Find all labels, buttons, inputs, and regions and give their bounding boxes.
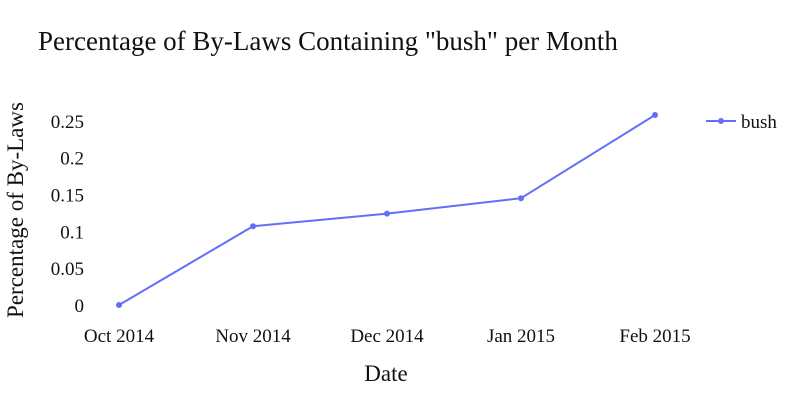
x-tick-label: Jan 2015 (487, 326, 555, 347)
data-point[interactable] (250, 223, 256, 230)
y-tick-label: 0 (75, 296, 85, 317)
series-line-bush (118, 114, 656, 306)
y-tick-label: 0.15 (51, 186, 84, 207)
legend[interactable]: bush (706, 112, 777, 133)
y-tick-label: 0.25 (51, 112, 84, 133)
plot-area (116, 112, 658, 308)
x-tick-label: Dec 2014 (350, 326, 424, 347)
data-point[interactable] (384, 210, 390, 217)
x-axis-title: Date (364, 361, 407, 386)
data-point[interactable] (116, 302, 122, 308)
y-tick-label: 0.05 (51, 259, 84, 280)
y-tick-label: 0.2 (60, 149, 84, 170)
data-point[interactable] (652, 112, 658, 118)
chart-title: Percentage of By-Laws Containing "bush" … (38, 26, 618, 56)
legend-label: bush (741, 112, 777, 133)
y-axis-ticks: 0 0.05 0.1 0.15 0.2 0.25 (51, 112, 84, 317)
x-axis-ticks: Oct 2014 Nov 2014 Dec 2014 Jan 2015 Feb 2015 (84, 326, 691, 347)
data-point[interactable] (518, 195, 524, 202)
legend-point-marker (718, 118, 724, 124)
y-axis-title: Percentage of By-Laws (3, 102, 28, 318)
x-tick-label: Nov 2014 (215, 326, 291, 347)
y-tick-label: 0.1 (60, 222, 84, 243)
x-tick-label: Feb 2015 (619, 326, 690, 347)
x-tick-label: Oct 2014 (84, 326, 155, 347)
